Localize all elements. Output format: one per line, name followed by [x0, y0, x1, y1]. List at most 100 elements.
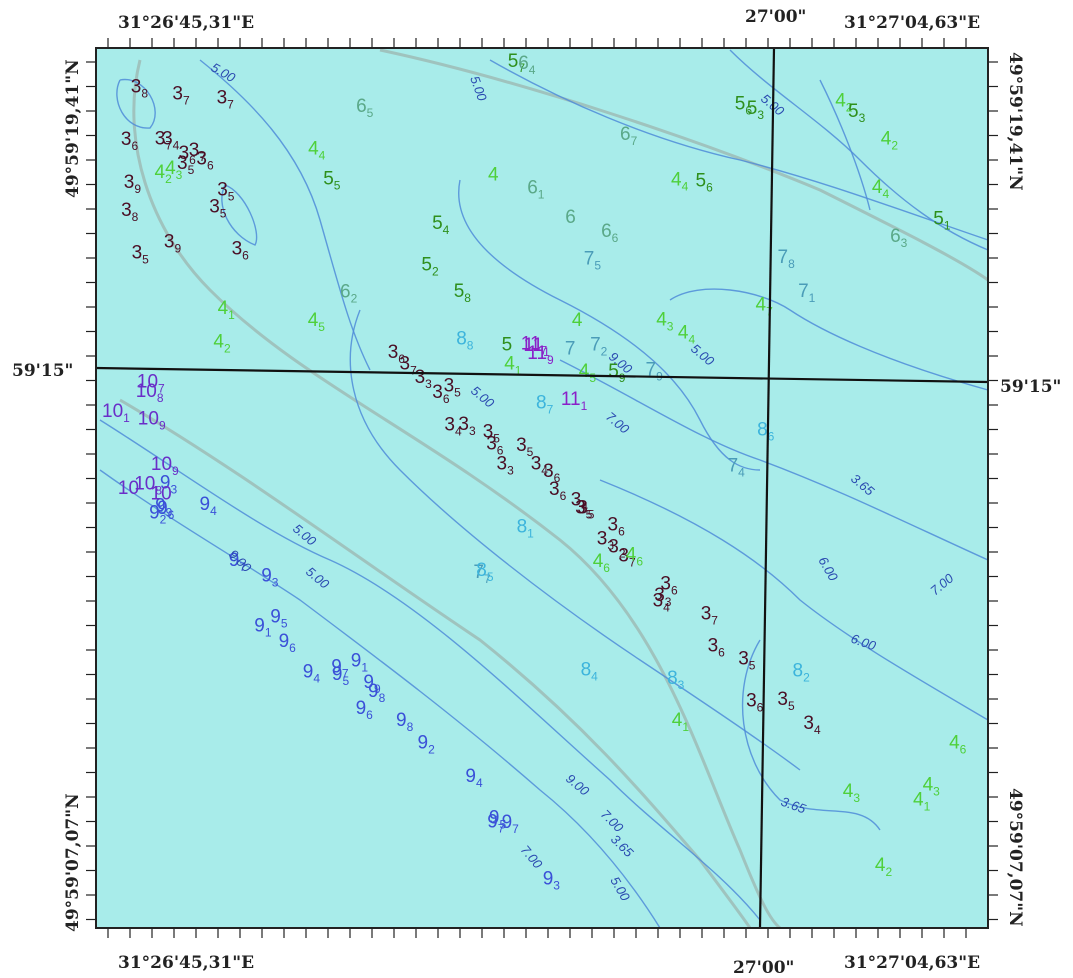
depth-sounding-decimal: 6: [745, 103, 752, 117]
depth-sounding-decimal: 5: [589, 371, 596, 385]
depth-contour: [599, 479, 989, 721]
depth-sounding-decimal: 6: [398, 352, 405, 366]
depth-sounding-decimal: 7: [199, 150, 206, 164]
depth-sounding-decimal: 7: [239, 560, 246, 574]
depth-sounding-decimal: 2: [846, 101, 853, 115]
depth-sounding: 6: [565, 207, 576, 228]
depth-sounding-decimal: 7: [498, 821, 505, 835]
depth-sounding-decimal: 1: [543, 345, 550, 359]
grid-line-vertical: [758, 47, 776, 929]
depth-sounding-decimal: 4: [581, 500, 588, 514]
depth-sounding: 4: [572, 310, 583, 331]
depth-sounding: 5: [502, 335, 513, 356]
label-top-mid-longitude: 27'00": [745, 7, 806, 27]
depth-sounding-decimal: 7: [484, 572, 491, 586]
depth-contour: [741, 639, 881, 831]
depth-sounding-decimal: 7: [183, 94, 190, 108]
map-frame: [95, 47, 989, 929]
depth-sounding-decimal: 6: [560, 489, 567, 503]
depth-sounding-decimal: 3: [607, 539, 614, 553]
depth-sounding-decimal: 6: [671, 583, 678, 597]
depth-sounding-decimal: 6: [706, 181, 713, 195]
depth-sounding-decimal: 1: [265, 626, 272, 640]
label-right-bottom-latitude: 49°59'07,07"N: [1005, 788, 1025, 927]
depth-sounding-decimal: 7: [165, 139, 172, 153]
depth-sounding-decimal: 2: [428, 742, 435, 756]
depth-contour: [199, 59, 371, 371]
depth-contour: [349, 309, 801, 771]
depth-sounding-decimal: 6: [443, 392, 450, 406]
depth-sounding-decimal: 3: [933, 785, 940, 799]
depth-sounding: 10: [118, 478, 139, 499]
depth-sounding-decimal: 4: [738, 465, 745, 479]
depth-sounding-decimal: 6: [131, 139, 138, 153]
depth-sounding-decimal: 6: [554, 471, 561, 485]
depth-sounding-decimal: 1: [682, 720, 689, 734]
depth-sounding-decimal: 4: [591, 670, 598, 684]
depth-sounding-decimal: 8: [788, 257, 795, 271]
depth-sounding-decimal: 6: [366, 708, 373, 722]
depth-sounding-decimal: 6: [603, 561, 610, 575]
depth-sounding-decimal: 6: [768, 429, 775, 443]
depth-sounding-decimal: 6: [207, 158, 214, 172]
depth-sounding-decimal: 6: [718, 646, 725, 660]
label-left-bottom-latitude: 49°59'07,07"N: [63, 793, 83, 932]
depth-sounding-decimal: 9: [619, 371, 626, 385]
depth-sounding-decimal: 3: [757, 108, 764, 122]
depth-sounding-decimal: 3: [425, 377, 432, 391]
depth-sounding-decimal: 4: [529, 63, 536, 77]
depth-contour: [669, 288, 989, 391]
depth-sounding-decimal: 6: [168, 508, 175, 522]
depth-sounding-decimal: 9: [134, 182, 141, 196]
depth-sounding-decimal: 8: [132, 210, 139, 224]
depth-sounding-decimal: 5: [334, 179, 341, 193]
depth-sounding-decimal: 5: [586, 508, 593, 522]
depth-sounding-decimal: 7: [547, 403, 554, 417]
depth-sounding-decimal: 1: [361, 661, 368, 675]
depth-sounding-decimal: 5: [588, 508, 595, 522]
depth-contour: [819, 79, 871, 211]
depth-sounding-decimal: 4: [173, 138, 180, 152]
depth-sounding-decimal: 6: [636, 554, 643, 568]
depth-sounding-decimal: 5: [367, 106, 374, 120]
depth-sounding-decimal: 4: [682, 179, 689, 193]
depth-sounding-decimal: 2: [160, 513, 167, 527]
depth-sounding-decimal: 8: [467, 339, 474, 353]
depth-sounding-decimal: 9: [547, 353, 554, 367]
depth-sounding-decimal: 2: [351, 291, 358, 305]
depth-sounding: 10: [151, 483, 172, 504]
depth-sounding-decimal: 5: [749, 658, 756, 672]
depth-sounding-decimal: 3: [176, 168, 183, 182]
depth-sounding-decimal: 3: [507, 463, 514, 477]
depth-contour: [489, 59, 989, 241]
depth-sounding-decimal: 5: [188, 163, 195, 177]
depth-sounding-decimal: 5: [527, 445, 534, 459]
depth-sounding-decimal: 2: [619, 547, 626, 561]
depth-sounding-decimal: 3: [272, 575, 279, 589]
depth-sounding-decimal: 2: [601, 344, 608, 358]
depth-sounding-decimal: 3: [678, 678, 685, 692]
depth-sounding-decimal: 5: [228, 189, 235, 203]
depth-sounding-decimal: 9: [174, 241, 181, 255]
depth-sounding-decimal: 5: [487, 570, 494, 584]
depth-sounding-decimal: 4: [541, 463, 548, 477]
depth-sounding-decimal: 5: [142, 252, 149, 266]
map-background: [96, 48, 988, 928]
depth-sounding-decimal: 6: [497, 444, 504, 458]
depth-sounding-decimal: 9: [166, 506, 173, 520]
depth-sounding-decimal: 3: [469, 424, 476, 438]
depth-sounding-decimal: 4: [313, 671, 320, 685]
depth-sounding-decimal: 4: [476, 776, 483, 790]
depth-sounding-decimal: 8: [407, 720, 414, 734]
depth-sounding-decimal: 5: [499, 818, 506, 832]
depth-sounding-decimal: 8: [141, 86, 148, 100]
depth-contours: [99, 49, 989, 929]
depth-sounding-decimal: 1: [527, 527, 534, 541]
depth-sounding-decimal: 2: [803, 671, 810, 685]
depth-sounding-decimal: 6: [960, 743, 967, 757]
depth-sounding-decimal: 4: [455, 424, 462, 438]
depth-sounding-decimal: 5: [281, 616, 288, 630]
depth-sounding-decimal: 5: [318, 320, 325, 334]
